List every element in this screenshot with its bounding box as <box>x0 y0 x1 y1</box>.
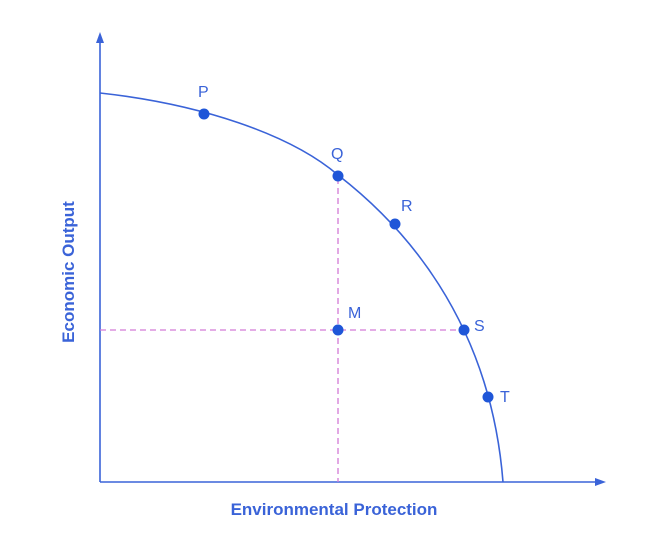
point-label-t: T <box>500 389 510 406</box>
point-t <box>482 391 494 403</box>
y-axis-title: Economic Output <box>59 201 78 343</box>
frontier-curve <box>99 92 504 483</box>
point-label-s: S <box>474 318 485 335</box>
point-label-p: P <box>198 84 209 101</box>
point-r <box>389 218 401 230</box>
point-label-m: M <box>348 305 361 322</box>
point-p <box>198 108 210 120</box>
point-label-r: R <box>401 198 413 215</box>
point-q <box>332 170 344 182</box>
x-axis-arrowhead <box>595 478 606 486</box>
point-label-q: Q <box>331 146 343 163</box>
point-m <box>332 324 344 336</box>
y-axis-arrowhead <box>96 32 104 43</box>
x-axis-title: Environmental Protection <box>231 500 438 519</box>
point-s <box>458 324 470 336</box>
